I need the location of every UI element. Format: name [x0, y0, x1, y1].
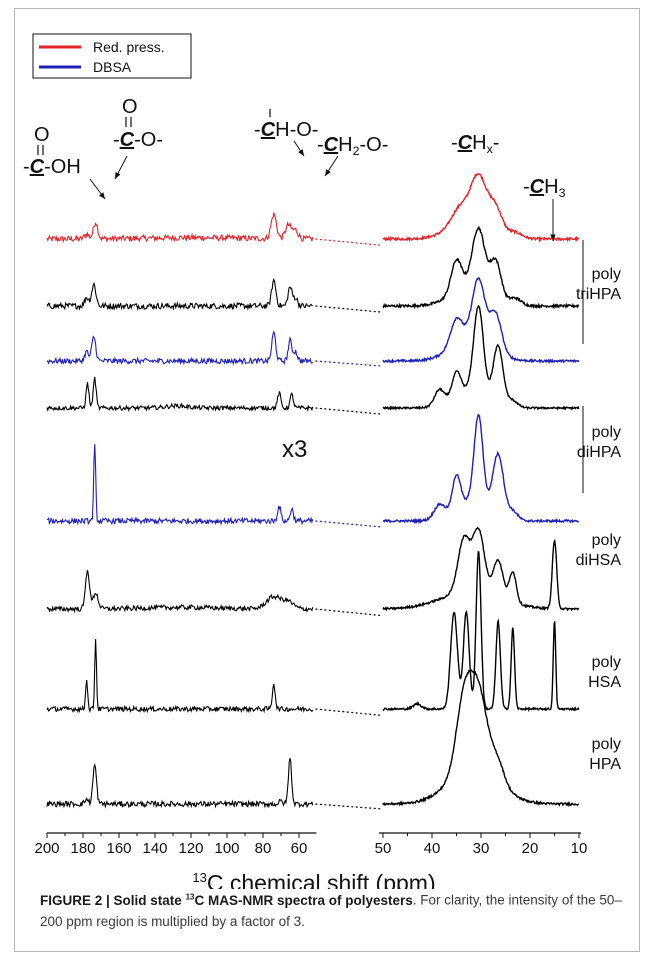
spectrum-right-6 [382, 526, 580, 612]
chx-label-sub: x [487, 142, 494, 156]
spectrum-left-3 [46, 330, 314, 366]
legend-box [32, 33, 192, 79]
break-connector-6 [315, 608, 382, 617]
chx-label-post-b: - [493, 132, 500, 154]
coo-arrow-head [115, 172, 121, 179]
cooh-label-post: -OH [44, 156, 81, 178]
x-tick-label-left: 120 [178, 840, 203, 857]
sample-label-4: poly [592, 654, 621, 671]
spectrum-right-2 [382, 225, 580, 310]
x-axis-label: 13C chemical shift (ppm) [192, 870, 435, 889]
ch2o-arrow-head [325, 169, 331, 176]
x-axis-label-sup: 13 [192, 870, 206, 885]
spectrum-left-6 [46, 569, 314, 614]
spectrum-left-8 [46, 758, 314, 809]
ch3-label-pre: - [523, 176, 530, 198]
chx-label-post-a: H [472, 132, 486, 154]
cho-label-pre: - [254, 119, 261, 141]
legend-label-2: DBSA [93, 59, 132, 75]
cooh-label-atom: C [30, 156, 45, 178]
cooh-arrow-head [98, 192, 105, 199]
ch2o-label-post-b: -O- [359, 134, 388, 156]
caption-text: . For clarity, the intensity of the 50–2… [40, 892, 622, 929]
sample-label-4: HSA [588, 674, 621, 691]
chx-label-pre: - [451, 132, 458, 154]
break-connector-4 [315, 407, 382, 415]
x-tick-label-right: 10 [571, 840, 588, 857]
coo-label-atom: C [120, 129, 135, 151]
scale-factor-label: x3 [282, 436, 307, 463]
axis-layer: 200 180 160 140 120 100 80 60 50 40 30 20 10 13C chem… [34, 832, 588, 889]
spectrum-left-1 [46, 212, 314, 244]
ch3-arrow-head [550, 234, 556, 241]
nmr-figure: 200 180 160 140 120 100 80 60 50 40 30 20 10 13C chem… [23, 33, 622, 889]
spectrum-left-7 [46, 639, 314, 714]
x-axis-label-text: C chemical shift (ppm) [207, 870, 436, 889]
chx-label: -CHx- [451, 132, 499, 156]
cooh-oxygen: O [34, 124, 50, 146]
break-connector-5 [315, 520, 382, 528]
legend-label-1: Red. press. [93, 39, 165, 55]
coo-oxygen: O [122, 96, 138, 118]
cooh-label: -C-OH [23, 156, 81, 178]
spectrum-left-2 [46, 277, 313, 311]
cho-arrow-head [298, 149, 304, 156]
x-tick-label-left: 160 [106, 840, 131, 857]
spectra-layer [46, 172, 580, 810]
break-connector-3 [315, 360, 382, 367]
x-tick-label-right: 40 [424, 840, 441, 857]
x-tick-label-right: 50 [375, 840, 392, 857]
ch3-label: -CH3 [523, 176, 566, 200]
spectrum-left-5 [46, 444, 314, 526]
spectrum-right-7 [382, 550, 580, 713]
ch2o-label-pre: - [317, 134, 324, 156]
x-tick-label-left: 200 [34, 840, 59, 857]
spectrum-left-4 [46, 376, 314, 413]
sample-label-5: poly [592, 736, 621, 753]
ch2o-label-atom: C [324, 134, 339, 156]
ch2o-label: -CH2-O- [317, 134, 388, 158]
caption-bold: FIGURE 2 | Solid state 13C MAS-NMR spect… [40, 892, 413, 908]
break-connector-1 [315, 238, 382, 246]
x-tick-label-left: 60 [291, 840, 308, 857]
cooh-label-pre: - [23, 156, 30, 178]
sample-label-2: poly [592, 424, 621, 441]
break-connector-8 [315, 803, 382, 810]
x-tick-label-right: 20 [522, 840, 539, 857]
spectrum-right-3 [382, 277, 580, 365]
x-tick-label-left: 80 [255, 840, 272, 857]
sample-label-1: triHPA [576, 286, 621, 303]
spectrum-right-4 [382, 304, 580, 411]
break-connector-2 [315, 305, 382, 313]
x-tick-label-left: 100 [214, 840, 239, 857]
spectrum-right-5 [382, 414, 580, 525]
ch3-label-post-a: H [544, 176, 558, 198]
coo-label: -C-O- [113, 129, 163, 151]
sample-label-5: HPA [589, 756, 621, 773]
cho-label: -CH-O- [254, 119, 318, 141]
ch2o-label-post-a: H [338, 134, 352, 156]
coo-label-post: -O- [134, 129, 163, 151]
chx-label-atom: C [458, 132, 473, 154]
cho-label-post: H-O- [275, 119, 318, 141]
break-connector-7 [315, 708, 382, 716]
figure-caption: FIGURE 2 | Solid state 13C MAS-NMR spect… [40, 886, 630, 932]
x-tick-label-left: 140 [142, 840, 167, 857]
sample-label-2: diHPA [577, 444, 621, 461]
ch3-label-atom: C [530, 176, 545, 198]
figure-frame: 200 180 160 140 120 100 80 60 50 40 30 20 10 13C chem… [14, 8, 640, 952]
spectrum-right-8 [382, 668, 580, 808]
x-tick-label-right: 30 [473, 840, 490, 857]
ch2o-label-sub: 2 [353, 144, 360, 158]
sample-label-3: diHSA [576, 552, 622, 569]
cho-label-atom: C [261, 119, 276, 141]
ch3-label-sub: 3 [559, 186, 566, 200]
spectrum-right-1 [382, 172, 580, 243]
sample-label-3: poly [592, 532, 621, 549]
x-tick-label-left: 180 [70, 840, 95, 857]
coo-label-pre: - [113, 129, 120, 151]
sample-label-1: poly [592, 266, 621, 283]
